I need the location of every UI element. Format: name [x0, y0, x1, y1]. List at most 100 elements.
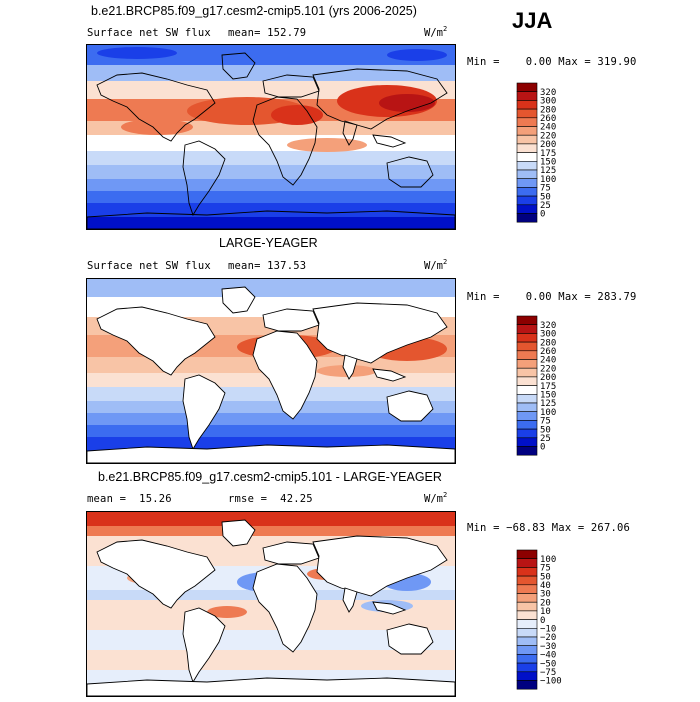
colorbar-swatch — [516, 187, 538, 197]
colorbar-tick-label: 280 — [540, 338, 556, 348]
field-blob — [387, 49, 447, 61]
panel2-title: LARGE-YEAGER — [219, 236, 318, 250]
continent-outline — [342, 120, 358, 146]
colorbar-tick-label: 30 — [540, 590, 551, 600]
continent-outline — [182, 140, 226, 217]
colorbar-tick-label: −30 — [540, 642, 556, 652]
season-label: JJA — [512, 8, 553, 33]
continent-outline — [182, 374, 226, 451]
panel2-colorbar: 320 300 280 260 240 220 200 175 150 125 100 75 50 25 0 — [514, 313, 574, 468]
colorbar-tick-label: 40 — [540, 581, 551, 591]
colorbar-tick-label: −75 — [540, 668, 556, 678]
field-band — [87, 512, 455, 526]
colorbar-swatch — [516, 315, 538, 325]
colorbar-swatch — [516, 680, 538, 690]
colorbar-swatch — [516, 567, 538, 577]
continent-outline — [372, 601, 407, 615]
field-band — [87, 526, 455, 536]
continent-outline — [252, 330, 318, 420]
colorbar-tick-label: 150 — [540, 391, 556, 401]
colorbar-swatch — [516, 213, 538, 223]
panel1-map-plot — [87, 45, 455, 229]
continent-outline — [252, 563, 318, 653]
colorbar-tick-label: 240 — [540, 356, 556, 366]
colorbar-swatch — [516, 82, 538, 92]
colorbar-swatch — [516, 178, 538, 188]
colorbar-swatch — [516, 671, 538, 681]
colorbar-swatch — [516, 584, 538, 594]
colorbar-tick-label: 300 — [540, 330, 556, 340]
colorbar-swatch — [516, 385, 538, 395]
colorbar-swatch — [516, 350, 538, 360]
panel3-title: b.e21.BRCP85.f09_g17.cesm2-cmip5.101 - L… — [98, 470, 442, 484]
colorbar-swatch — [516, 437, 538, 447]
colorbar-swatch — [516, 324, 538, 334]
colorbar-swatch — [516, 549, 538, 559]
colorbar-swatch — [516, 108, 538, 119]
field-band — [87, 387, 455, 401]
colorbar-swatch — [516, 428, 538, 439]
panel3-units: W/m2 — [424, 491, 448, 505]
field-band — [87, 630, 455, 650]
colorbar-swatch — [516, 91, 538, 101]
colorbar-swatch — [516, 446, 538, 456]
panel3-minmax: Min = −68.83 Max = 267.06 — [467, 522, 631, 534]
colorbar-swatch — [516, 134, 538, 145]
field-band — [87, 217, 455, 229]
field-band — [87, 151, 455, 165]
panel2-units: W/m2 — [424, 258, 448, 272]
colorbar-tick-label: 260 — [540, 114, 556, 124]
colorbar-tick-label: 150 — [540, 158, 556, 168]
colorbar-tick-label: 25 — [540, 434, 551, 444]
colorbar-tick-label: −50 — [540, 659, 556, 669]
colorbar-tick-label: 25 — [540, 201, 551, 211]
colorbar-swatch — [516, 204, 538, 214]
continent-outline — [312, 68, 448, 130]
panel3-map — [86, 511, 456, 697]
continent-outline — [221, 519, 256, 547]
colorbar-tick-label: 260 — [540, 347, 556, 357]
colorbar-tick-label: 50 — [540, 192, 551, 202]
colorbar-swatch — [516, 152, 538, 162]
panel1-units: W/m2 — [424, 25, 448, 39]
panel1-minmax: Min = 0.00 Max = 319.90 — [467, 56, 637, 68]
panel1-field-label: Surface net SW flux — [87, 27, 211, 39]
colorbar-tick-label: 0 — [540, 616, 545, 626]
colorbar-tick-label: 100 — [540, 408, 556, 418]
colorbar-tick-label: 175 — [540, 382, 556, 392]
panel1-colorbar: 320 300 280 260 240 220 200 175 150 125 100 75 50 25 0 — [514, 80, 574, 235]
colorbar-swatch — [516, 619, 538, 629]
panel3-mean-label: mean = 15.26 — [87, 493, 172, 505]
continent-outline — [312, 302, 448, 364]
colorbar-tick-label: 320 — [540, 88, 556, 98]
panel1-map — [86, 44, 456, 230]
colorbar-swatch — [516, 376, 538, 386]
colorbar-swatch — [516, 636, 538, 646]
continent-outline — [342, 354, 358, 380]
colorbar-tick-label: 300 — [540, 97, 556, 107]
panel2-mean-label: mean= 137.53 — [228, 260, 307, 272]
colorbar-tick-label: 50 — [540, 572, 551, 582]
colorbar-swatch — [516, 662, 538, 673]
continent-outline — [87, 210, 455, 229]
field-blob — [97, 47, 177, 59]
colorbar-swatch — [516, 610, 538, 620]
continent-outline — [182, 607, 226, 684]
colorbar-tick-label: 75 — [540, 184, 551, 194]
colorbar-swatch — [516, 126, 538, 136]
field-blob — [207, 606, 247, 618]
continent-outline — [221, 52, 256, 80]
field-band — [87, 179, 455, 191]
continent-outline — [87, 444, 455, 463]
colorbar-tick-label: 50 — [540, 425, 551, 435]
colorbar-swatch — [516, 628, 538, 638]
field-band — [87, 425, 455, 437]
colorbar-swatch — [516, 645, 538, 655]
colorbar-tick-label: 0 — [540, 210, 545, 220]
colorbar-swatch — [516, 161, 538, 171]
panel2-map-plot — [87, 279, 455, 463]
colorbar-tick-label: 75 — [540, 417, 551, 427]
